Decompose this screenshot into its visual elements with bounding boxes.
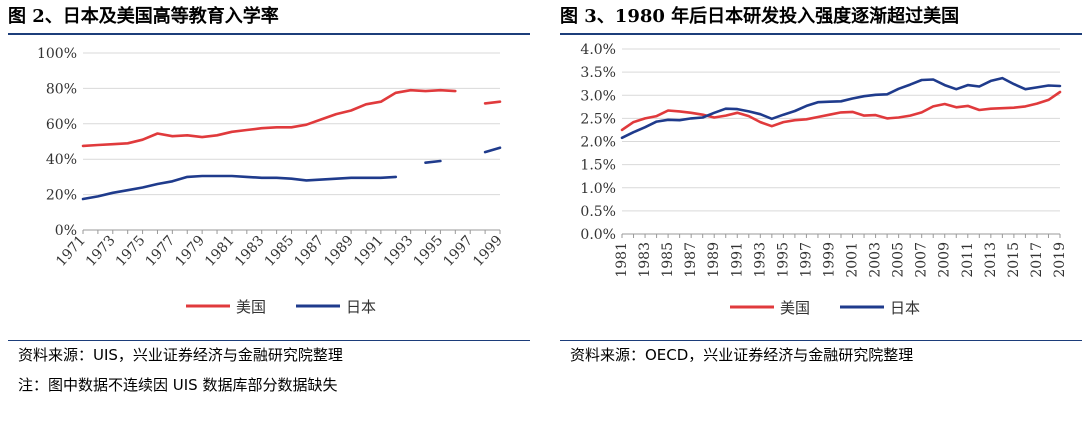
chart-2-legend-us-label: 美国 bbox=[780, 299, 810, 317]
chart-2-series-us-line bbox=[620, 90, 1062, 132]
figure-3-bottom-rule bbox=[560, 340, 1082, 341]
figure-3-top-rule bbox=[560, 33, 1082, 35]
chart-2-y-tick-label: 1.5% bbox=[580, 158, 616, 174]
chart-1-series-us-line bbox=[81, 88, 457, 148]
figure-3-source: 资料来源：OECD，兴业证券经济与金融研究院整理 bbox=[570, 346, 914, 364]
chart-2-y-tick-label: 3.5% bbox=[580, 65, 616, 81]
chart-2-x-tick-label: 2001 bbox=[845, 242, 861, 278]
chart-2-x-tick-label: 1981 bbox=[614, 242, 630, 278]
chart-2-x-tick-label: 2015 bbox=[1006, 242, 1022, 278]
chart-2-y-tick-label: 2.0% bbox=[580, 135, 616, 151]
chart-2-y-tick-label: 0.0% bbox=[580, 227, 616, 243]
chart-2-x-tick-label: 2019 bbox=[1052, 242, 1068, 278]
chart-2-y-tick-label: 4.0% bbox=[580, 42, 616, 58]
figure-3-title: 图 3、1980 年后日本研发投入强度逐渐超过美国 bbox=[560, 6, 960, 27]
chart-1-x-tick-label: 1993 bbox=[381, 233, 417, 270]
chart-1-legend-jp-label: 日本 bbox=[346, 298, 376, 316]
chart-1-x-tick-label: 1995 bbox=[411, 233, 447, 270]
chart-1-x-tick-label: 1985 bbox=[262, 233, 298, 270]
figure-2-top-rule bbox=[8, 33, 530, 35]
chart-1-x-tick-label: 1979 bbox=[172, 233, 208, 270]
chart-1-y-tick-label: 100% bbox=[37, 46, 77, 62]
figure-3-chart: 0.0% 0.5% 1.0% 1.5% 2.0% 2.5% 3.0% 3.5% 4.0% 1981… bbox=[580, 42, 1068, 317]
chart-2-x-tick-label: 2009 bbox=[937, 242, 953, 278]
chart-1-y-tick-label: 80% bbox=[46, 81, 77, 97]
chart-2-series-jp-line bbox=[620, 76, 1062, 140]
chart-1-x-tick-label: 1997 bbox=[440, 233, 476, 270]
chart-1-y-tick-label: 60% bbox=[46, 117, 77, 133]
chart-2-x-tick-label: 2003 bbox=[868, 242, 884, 278]
chart-2-x-tick-label: 1987 bbox=[683, 242, 699, 278]
chart-1-series-us-line bbox=[483, 100, 502, 105]
chart-2-y-tick-label: 1.0% bbox=[580, 181, 616, 197]
figure-2-title: 图 2、日本及美国高等教育入学率 bbox=[8, 6, 279, 27]
chart-2-x-tick-label: 2005 bbox=[891, 242, 907, 278]
chart-2-y-tick-label: 0.5% bbox=[580, 204, 616, 220]
chart-1-y-tick-label: 20% bbox=[46, 188, 77, 204]
chart-1-legend-us-label: 美国 bbox=[236, 298, 266, 316]
chart-2-y-tick-label: 2.5% bbox=[580, 111, 616, 127]
chart-2-x-tick-label: 1991 bbox=[729, 242, 745, 278]
chart-1-x-tick-label: 1983 bbox=[232, 233, 268, 270]
figure-2-bottom-rule bbox=[8, 340, 530, 341]
chart-1-series-jp-line bbox=[81, 174, 398, 201]
chart-1-x-tick-label: 1973 bbox=[83, 233, 119, 270]
chart-1-series-jp-line bbox=[424, 159, 442, 164]
figure-2-note: 注：图中数据不连续因 UIS 数据库部分数据缺失 bbox=[18, 376, 338, 394]
chart-1-x-tick-label: 1977 bbox=[143, 233, 179, 270]
chart-2-x-tick-label: 1995 bbox=[775, 242, 791, 278]
chart-2-x-tick-label: 1999 bbox=[821, 242, 837, 278]
chart-1-x-tick-label: 1991 bbox=[351, 233, 387, 270]
chart-1-y-tick-label: 40% bbox=[46, 152, 77, 168]
chart-2-x-tick-label: 2017 bbox=[1029, 242, 1045, 278]
chart-1-x-tick-label: 1989 bbox=[321, 233, 357, 270]
chart-1-x-tick-label: 1981 bbox=[202, 233, 238, 270]
figure-2-source: 资料来源：UIS，兴业证券经济与金融研究院整理 bbox=[18, 346, 343, 364]
chart-2-x-tick-label: 1983 bbox=[637, 242, 653, 278]
chart-1-x-tick-label: 1999 bbox=[470, 233, 506, 270]
chart-1-x-tick-label: 1987 bbox=[291, 233, 327, 270]
chart-2-x-tick-label: 1993 bbox=[752, 242, 768, 278]
chart-2-x-tick-label: 2011 bbox=[960, 242, 976, 278]
chart-1-series-jp-line bbox=[483, 146, 502, 154]
chart-2-y-tick-label: 3.0% bbox=[580, 88, 616, 104]
chart-1-x-tick-label: 1975 bbox=[113, 233, 149, 270]
chart-2-x-tick-label: 1985 bbox=[660, 242, 676, 278]
chart-2-legend-jp-label: 日本 bbox=[890, 299, 920, 317]
chart-2-x-tick-label: 2007 bbox=[914, 242, 930, 278]
chart-2-x-tick-label: 1989 bbox=[706, 242, 722, 278]
chart-2-x-tick-label: 2013 bbox=[983, 242, 999, 278]
figure-2-chart: 0%20%40%60%80%100%1971197319751977197919… bbox=[37, 46, 506, 316]
chart-1-y-tick-label: 0% bbox=[55, 223, 77, 239]
chart-2-x-tick-label: 1997 bbox=[798, 242, 814, 278]
